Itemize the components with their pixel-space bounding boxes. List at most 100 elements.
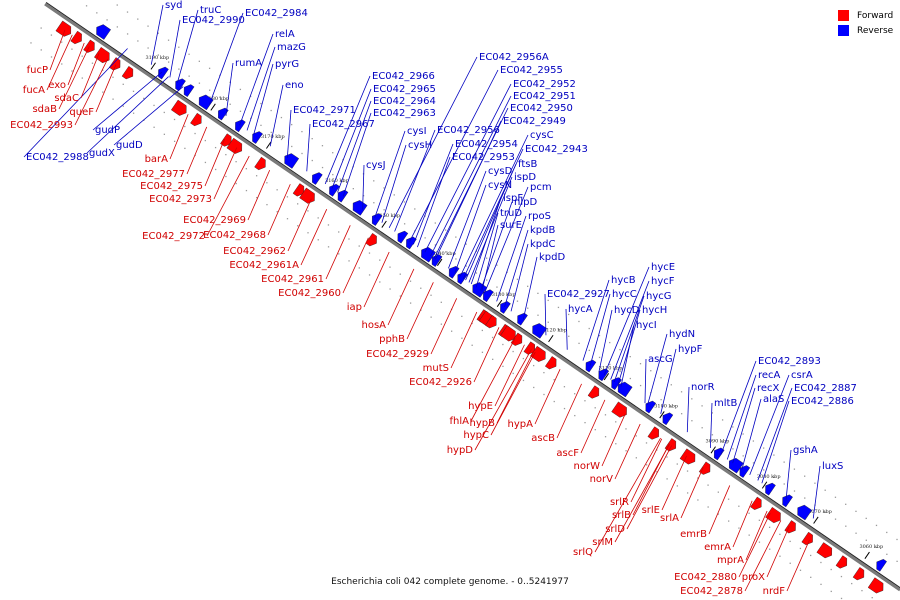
gene-label-eno: eno: [285, 80, 304, 91]
guide-dot: [297, 225, 299, 227]
gene-label-hycf: hycF: [651, 276, 675, 287]
forward-gene-arrow: [647, 426, 659, 440]
guide-dot: [137, 18, 139, 20]
guide-dot: [840, 597, 843, 600]
guide-dot: [163, 133, 166, 135]
gene-label-ec042-2887: EC042_2887: [794, 383, 857, 394]
reverse-gene-arrow: [713, 447, 725, 461]
guide-dot: [773, 454, 775, 456]
guide-dot: [527, 307, 529, 309]
guide-dot: [543, 393, 545, 396]
guide-dot: [317, 217, 319, 219]
gene-label-hycb: hycB: [611, 275, 636, 286]
guide-dot: [804, 497, 806, 499]
guide-dot: [588, 349, 590, 352]
guide-dot: [557, 328, 560, 330]
leader-line: [726, 374, 757, 460]
gene-label-ispf: ispF: [503, 193, 523, 204]
legend-reverse-label: Reverse: [857, 25, 894, 36]
gene-label-mazg: mazG: [277, 42, 306, 53]
gene-label-ispd: ispD: [514, 172, 536, 183]
leader-layer: [23, 4, 821, 592]
guide-dot: [40, 27, 42, 29]
leader-line: [603, 266, 650, 376]
guide-dot: [389, 288, 391, 290]
gene-label-cysc: cysC: [530, 130, 554, 141]
guide-dot: [697, 499, 699, 501]
leader-line: [630, 438, 663, 503]
guide-dot: [840, 575, 843, 578]
guide-dot: [239, 110, 242, 112]
forward-gene-arrow: [121, 66, 134, 80]
tick-label: 3110 kbp: [599, 365, 623, 371]
guide-dot: [656, 471, 658, 473]
gene-label-ec042-2926: EC042_2926: [409, 377, 472, 388]
guide-dot: [225, 175, 227, 178]
guide-dot: [276, 211, 278, 213]
guide-dot: [116, 26, 118, 28]
guide-dot: [383, 187, 385, 189]
gene-label-emrb: emrB: [680, 529, 707, 540]
tick-label: 3060 kbp: [859, 544, 883, 550]
guide-dot: [430, 294, 432, 296]
leader-line: [213, 147, 238, 200]
guide-dot: [645, 464, 648, 466]
leader-line: [556, 383, 582, 439]
leader-line: [209, 12, 244, 105]
leader-line: [510, 243, 529, 312]
tick-mark: [150, 62, 156, 70]
guide-dot: [332, 152, 334, 154]
leader-line: [496, 350, 535, 424]
leader-line: [720, 360, 757, 456]
guide-dot: [122, 83, 124, 85]
reverse-gene-arrow: [517, 312, 528, 326]
guide-dot: [455, 236, 457, 238]
guide-dot: [137, 40, 139, 42]
reverse-swatch: [838, 25, 849, 36]
guide-dot: [102, 69, 104, 71]
guide-dot: [711, 434, 714, 436]
guide-dot: [291, 123, 293, 126]
gene-label-fucp: fucP: [27, 65, 48, 76]
gene-label-syd: syd: [165, 0, 182, 11]
gene-label-ec042-2952: EC042_2952: [513, 79, 576, 90]
guide-dot: [886, 531, 888, 534]
reverse-gene-arrow: [617, 381, 633, 398]
guide-dot: [557, 306, 560, 309]
guide-dot: [348, 260, 350, 262]
reverse-gene-arrow: [406, 236, 417, 250]
guide-dot: [738, 505, 740, 507]
guide-dot: [875, 524, 878, 527]
guide-dot: [547, 321, 549, 323]
guide-dot: [752, 440, 755, 442]
gene-label-ec042-2956a: EC042_2956A: [479, 52, 549, 63]
guide-dot: [368, 274, 371, 276]
reverse-gene-arrow: [96, 24, 111, 40]
leader-line: [324, 75, 371, 185]
guide-dot: [810, 576, 812, 578]
guide-dot: [568, 313, 570, 316]
gene-label-quef: queF: [69, 107, 94, 118]
forward-gene-arrow: [190, 112, 202, 127]
forward-gene-arrow: [70, 30, 82, 45]
guide-dot: [845, 503, 847, 505]
forward-gene-arrow: [83, 39, 95, 53]
guide-dot: [173, 140, 176, 143]
gene-label-ec042-2929: EC042_2929: [366, 349, 429, 360]
guide-dot: [143, 97, 145, 100]
tick-label: 3150 kbp: [376, 213, 400, 219]
reverse-gene-arrow: [739, 465, 751, 478]
forward-gene-arrow: [254, 156, 266, 171]
guide-dot: [584, 400, 586, 402]
reverse-gene-arrow: [252, 131, 263, 144]
guide-dot: [568, 335, 570, 337]
guide-dot: [266, 203, 268, 206]
guide-dot: [783, 483, 785, 485]
guide-dot: [321, 145, 324, 147]
leader-line: [300, 209, 328, 266]
gene-label-fhla: fhlA: [450, 416, 470, 427]
guide-dot: [116, 4, 118, 6]
guide-dot: [163, 111, 165, 114]
guide-dot: [547, 299, 549, 302]
reverse-gene-arrow: [183, 84, 195, 97]
